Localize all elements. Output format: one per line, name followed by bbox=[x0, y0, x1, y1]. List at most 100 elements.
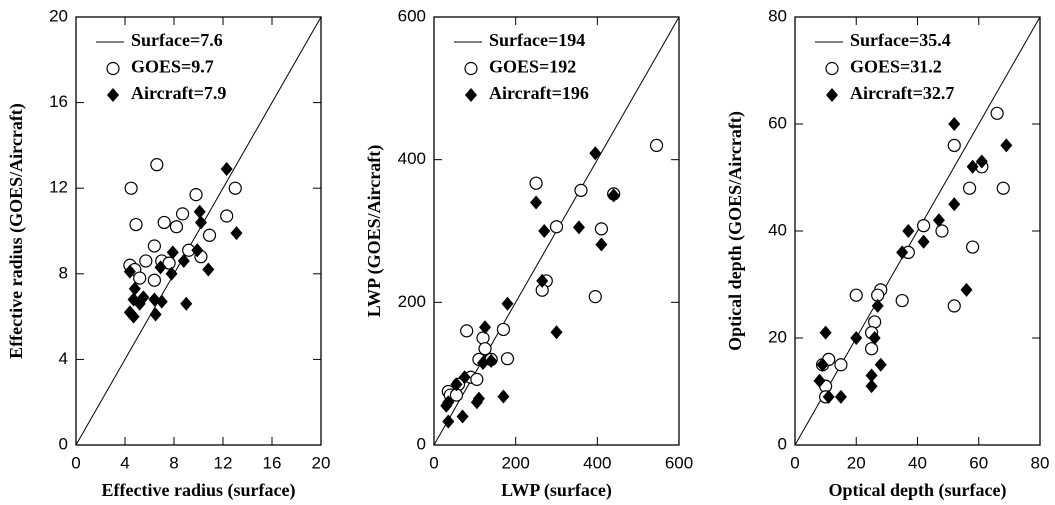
y-tick-label: 8 bbox=[59, 263, 68, 282]
point bbox=[485, 353, 498, 368]
point bbox=[865, 379, 878, 394]
y-tick-label: 200 bbox=[398, 292, 426, 311]
point bbox=[834, 358, 848, 372]
point bbox=[128, 281, 141, 296]
point bbox=[155, 294, 168, 309]
point bbox=[868, 331, 881, 345]
point bbox=[456, 409, 469, 424]
point bbox=[470, 395, 483, 410]
point bbox=[129, 217, 143, 232]
point bbox=[902, 224, 915, 238]
point bbox=[450, 377, 463, 392]
point bbox=[476, 331, 490, 345]
point bbox=[960, 282, 973, 297]
x-tick-label: 0 bbox=[429, 453, 438, 472]
point bbox=[124, 181, 138, 195]
point bbox=[588, 290, 602, 304]
point bbox=[947, 299, 961, 313]
legend-label: GOES=9.7 bbox=[131, 57, 214, 77]
y-tick-label: 4 bbox=[59, 349, 68, 368]
point bbox=[574, 183, 588, 197]
point bbox=[948, 117, 961, 131]
x-tick-label: 400 bbox=[583, 453, 611, 472]
point bbox=[440, 398, 453, 413]
point bbox=[529, 176, 543, 190]
y-tick-label: 0 bbox=[778, 434, 787, 453]
point bbox=[962, 181, 977, 195]
point bbox=[874, 357, 887, 372]
legend-marker bbox=[465, 88, 477, 102]
point bbox=[133, 296, 146, 311]
point bbox=[470, 372, 484, 386]
x-axis-label: Optical depth (surface) bbox=[829, 480, 1007, 501]
point bbox=[477, 355, 489, 370]
point bbox=[442, 414, 455, 429]
point bbox=[871, 298, 884, 313]
y-tick-label: 0 bbox=[59, 434, 68, 453]
legend-label: Surface=35.4 bbox=[850, 30, 951, 50]
point bbox=[175, 207, 190, 221]
point bbox=[1000, 138, 1013, 153]
legend-marker bbox=[464, 61, 478, 76]
point bbox=[202, 262, 215, 277]
point bbox=[813, 373, 826, 388]
point bbox=[649, 138, 664, 152]
point bbox=[479, 320, 492, 335]
point bbox=[460, 324, 474, 338]
y-tick-label: 80 bbox=[768, 6, 787, 25]
point bbox=[834, 389, 847, 404]
point bbox=[154, 260, 167, 275]
point bbox=[123, 264, 136, 279]
point bbox=[975, 154, 988, 169]
legend-marker bbox=[826, 88, 838, 102]
point bbox=[895, 293, 909, 308]
y-tick-label: 600 bbox=[398, 6, 426, 25]
point bbox=[595, 237, 608, 252]
point bbox=[157, 215, 171, 230]
point bbox=[822, 389, 835, 404]
legend-marker bbox=[825, 61, 839, 76]
point bbox=[139, 254, 153, 268]
y-axis-label: Effective radius (GOES/Aircraft) bbox=[6, 103, 27, 359]
x-tick-label: 200 bbox=[501, 453, 529, 472]
x-tick-label: 16 bbox=[263, 453, 282, 472]
reference-line bbox=[75, 16, 322, 446]
y-tick-label: 400 bbox=[398, 149, 426, 168]
legend-marker bbox=[107, 88, 119, 102]
point bbox=[932, 213, 945, 228]
x-axis-label: Effective radius (surface) bbox=[102, 480, 296, 501]
point bbox=[127, 309, 140, 324]
point bbox=[165, 266, 178, 281]
point bbox=[147, 273, 161, 287]
legend-label: Aircraft=196 bbox=[489, 83, 589, 103]
point bbox=[948, 197, 961, 212]
point bbox=[819, 325, 832, 340]
point bbox=[917, 219, 931, 233]
point bbox=[864, 342, 879, 356]
point bbox=[220, 161, 233, 176]
point bbox=[458, 370, 471, 385]
legend-label: Surface=194 bbox=[489, 30, 585, 50]
y-tick-label: 12 bbox=[49, 178, 68, 197]
y-tick-label: 60 bbox=[768, 113, 787, 132]
x-tick-label: 8 bbox=[169, 453, 178, 472]
point bbox=[149, 307, 162, 322]
point bbox=[572, 220, 585, 235]
y-tick-label: 40 bbox=[768, 220, 787, 239]
point bbox=[538, 224, 551, 238]
point bbox=[594, 222, 609, 236]
point bbox=[194, 215, 207, 230]
point bbox=[177, 253, 190, 268]
point bbox=[607, 188, 620, 203]
point bbox=[162, 256, 176, 270]
point bbox=[230, 226, 243, 241]
point bbox=[501, 296, 514, 311]
x-tick-label: 600 bbox=[665, 453, 693, 472]
point bbox=[169, 220, 184, 234]
x-tick-label: 80 bbox=[1031, 453, 1050, 472]
point bbox=[849, 288, 863, 302]
x-tick-label: 20 bbox=[312, 453, 331, 472]
point bbox=[966, 159, 979, 174]
legend-label: Aircraft=7.9 bbox=[131, 83, 226, 103]
x-axis-label: LWP (surface) bbox=[501, 480, 612, 501]
